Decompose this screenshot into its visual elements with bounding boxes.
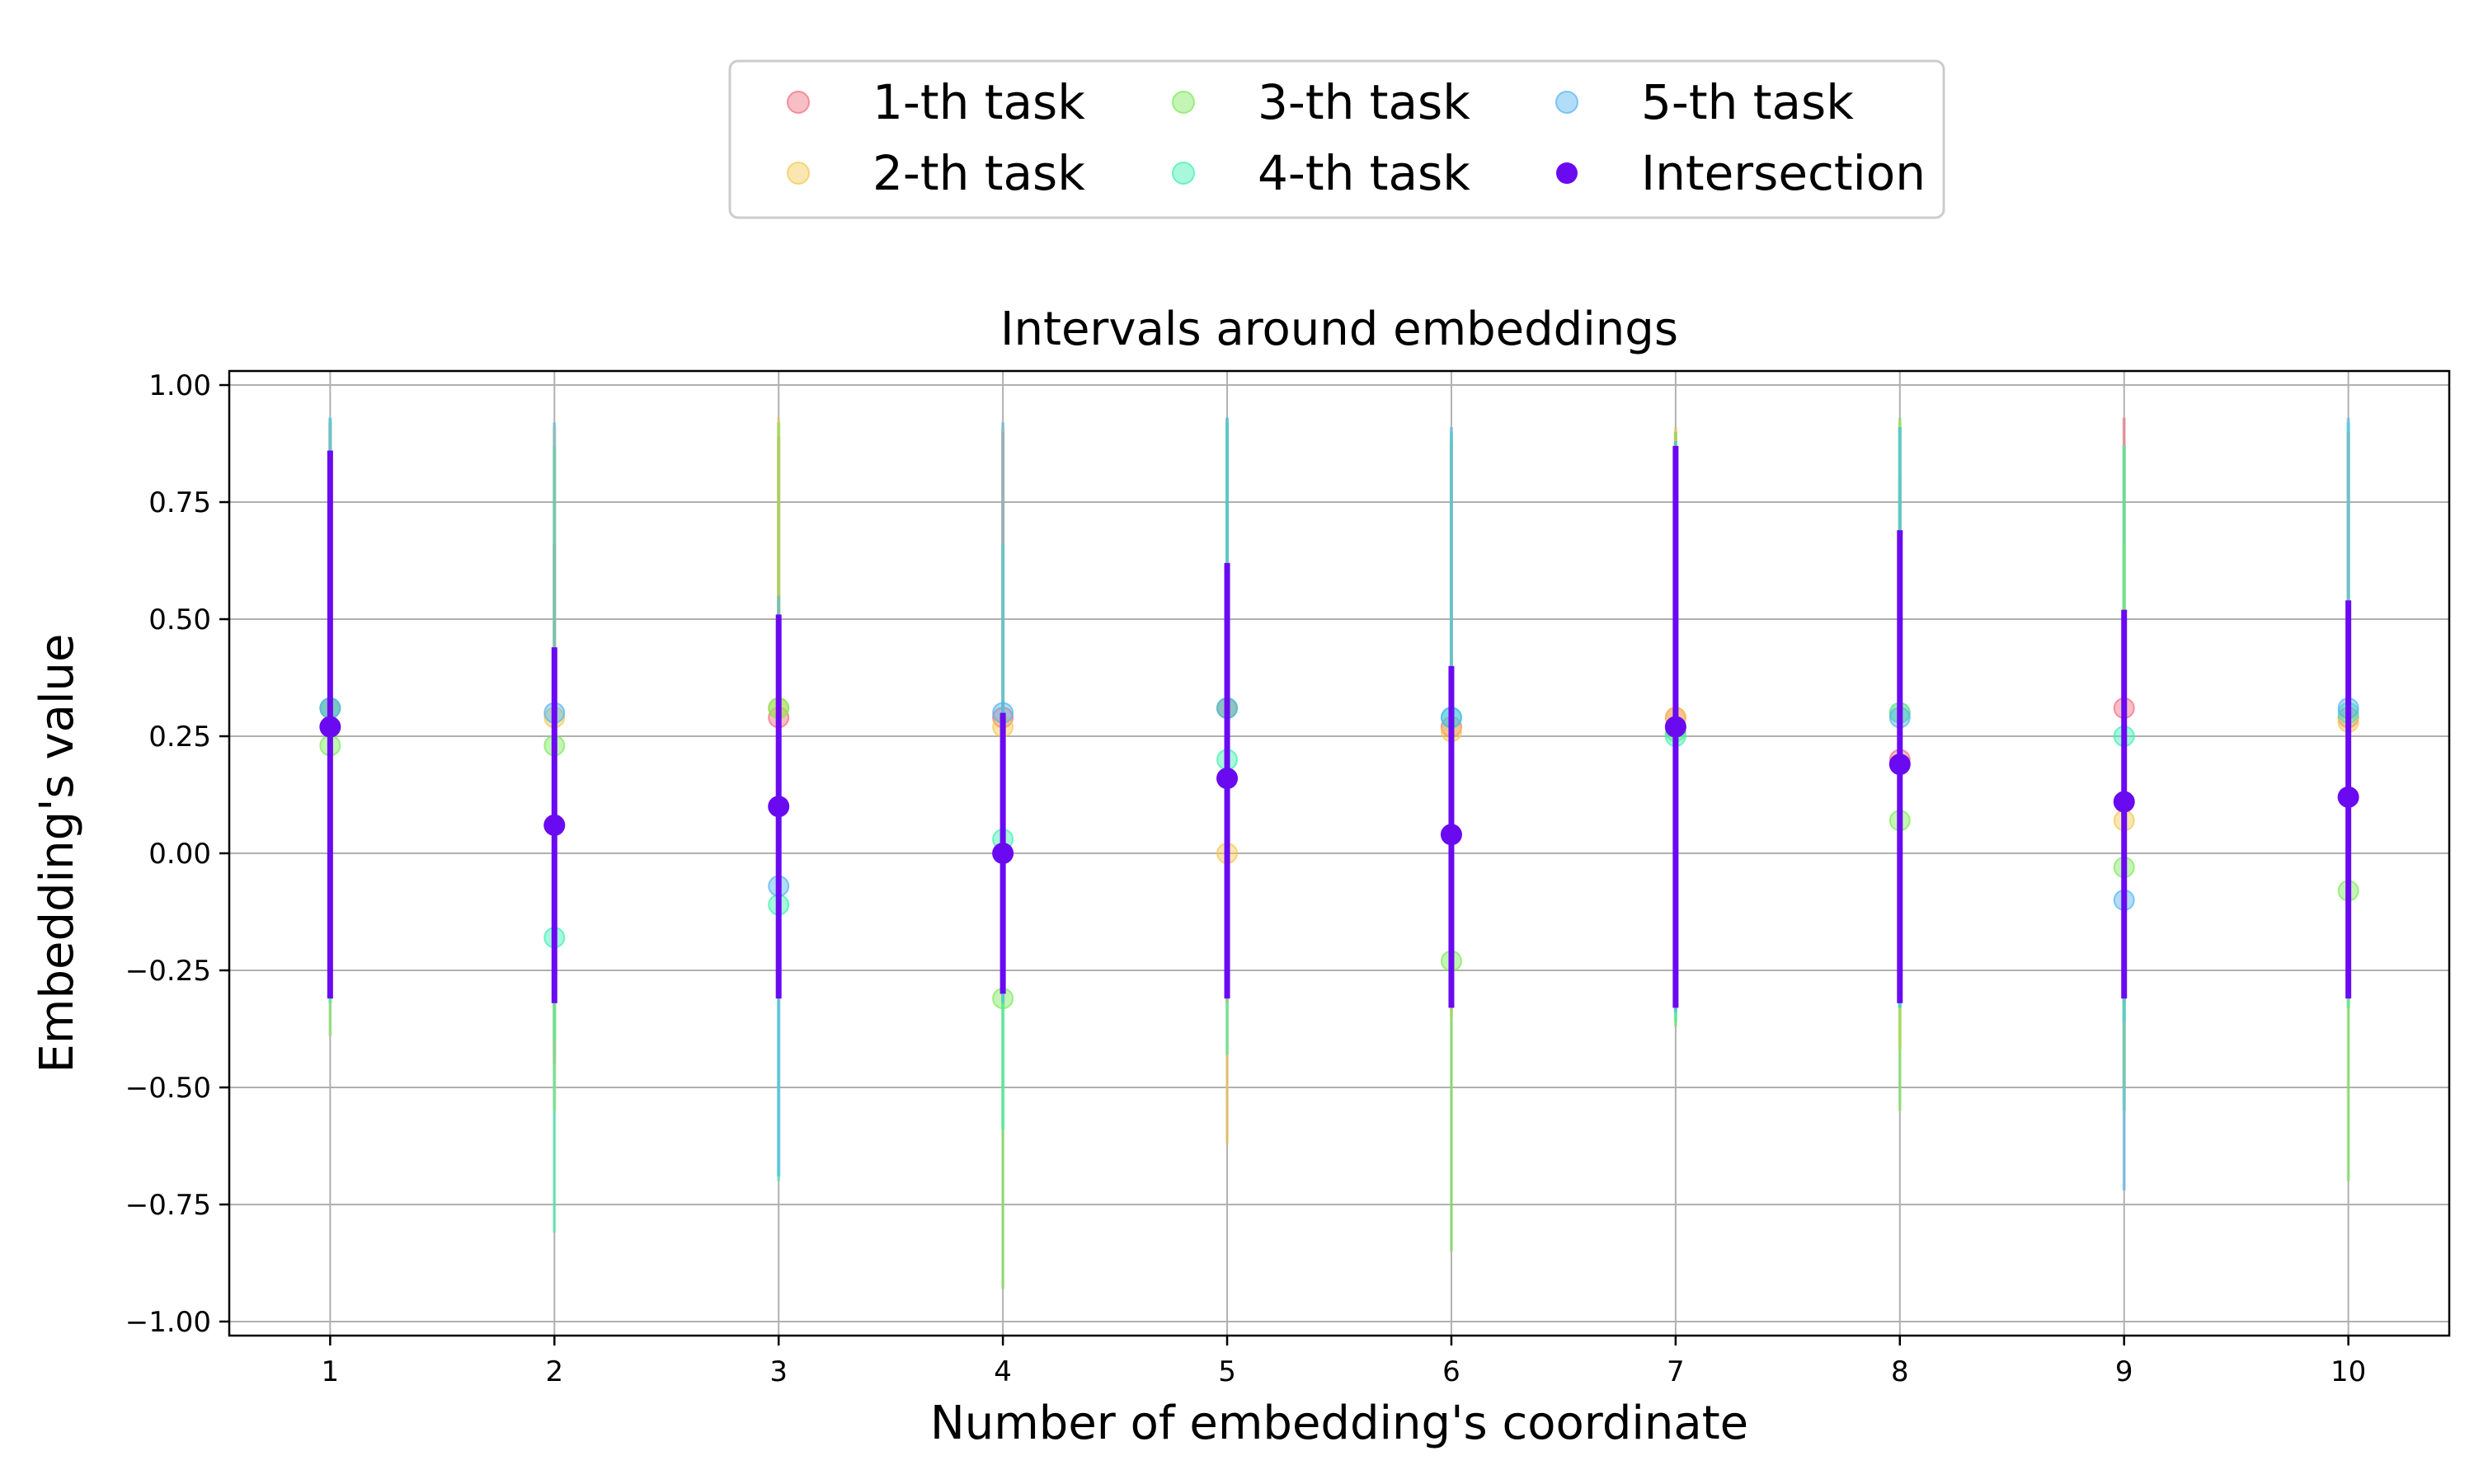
legend-label: 2-th task	[872, 145, 1085, 201]
legend-item: 3-th task	[1172, 74, 1470, 130]
data-point	[1664, 716, 1686, 738]
legend-label: 1-th task	[872, 74, 1085, 130]
data-point	[2337, 786, 2359, 808]
y-tick-label: −0.75	[125, 1189, 211, 1222]
x-tick-label: 9	[2115, 1355, 2133, 1388]
x-tick-label: 2	[545, 1355, 563, 1388]
x-tick-label: 6	[1442, 1355, 1460, 1388]
ticks-layer: 1 2 3 4 5 6 7 8 9 10 1.00 0.75 0.50 0.25 0.00 −0.25 −0.5…	[125, 369, 2366, 1388]
x-tick-label: 5	[1218, 1355, 1236, 1388]
y-tick-label: 0.00	[148, 838, 211, 871]
series-intersection	[319, 445, 2359, 1008]
legend-label: 4-th task	[1258, 145, 1470, 201]
legend-item: 4-th task	[1172, 145, 1470, 201]
data-point	[1216, 768, 1239, 790]
y-tick-label: 0.25	[148, 721, 211, 754]
legend-marker	[1172, 91, 1195, 114]
data-point	[2113, 791, 2135, 813]
legend-marker	[1172, 162, 1195, 185]
y-tick-label: −1.00	[125, 1306, 211, 1339]
legend-marker	[1555, 91, 1578, 114]
legend-item: 2-th task	[787, 145, 1085, 201]
legend-marker	[1556, 162, 1578, 184]
y-tick-label: 0.75	[148, 486, 211, 519]
data-point	[319, 716, 341, 738]
y-tick-label: −0.50	[125, 1072, 211, 1105]
legend-item: 1-th task	[787, 74, 1085, 130]
legend-label: Intersection	[1641, 145, 1926, 201]
legend: 1-th task 2-th task 3-th task 4-th task 5-th…	[728, 59, 1945, 219]
legend-box	[728, 59, 1945, 219]
y-axis-label: Embedding's value	[31, 634, 84, 1073]
data-point	[768, 796, 790, 818]
data-point	[992, 843, 1014, 864]
series-layer	[319, 417, 2359, 1289]
data-point	[1888, 754, 1911, 776]
x-tick-label: 3	[769, 1355, 788, 1388]
y-tick-label: 1.00	[148, 369, 211, 402]
x-tick-label: 4	[994, 1355, 1012, 1388]
x-axis-label: Number of embedding's coordinate	[930, 1397, 1748, 1450]
legend-item: 5-th task	[1555, 74, 1854, 130]
y-tick-label: 0.50	[148, 603, 211, 636]
legend-marker	[787, 162, 810, 185]
chart-title: Intervals around embeddings	[1000, 303, 1678, 356]
y-tick-label: −0.25	[125, 955, 211, 988]
legend-marker	[787, 91, 810, 114]
x-tick-label: 8	[1891, 1355, 1909, 1388]
legend-label: 3-th task	[1258, 74, 1470, 130]
data-point	[543, 814, 566, 836]
x-tick-label: 7	[1667, 1355, 1685, 1388]
x-tick-label: 10	[2331, 1355, 2366, 1388]
data-point	[1440, 824, 1462, 846]
legend-item: Intersection	[1556, 145, 1926, 201]
x-tick-label: 1	[322, 1355, 340, 1388]
legend-label: 5-th task	[1641, 74, 1854, 130]
